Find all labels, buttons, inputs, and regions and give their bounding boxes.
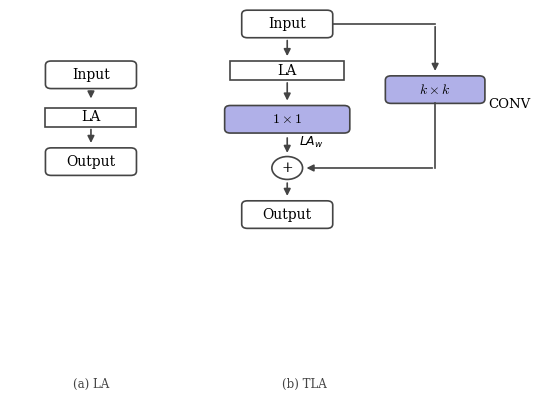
Text: Output: Output	[263, 208, 312, 222]
FancyBboxPatch shape	[242, 201, 333, 228]
Text: $LA_w$: $LA_w$	[299, 135, 323, 150]
Text: +: +	[281, 161, 293, 175]
FancyBboxPatch shape	[45, 148, 136, 175]
FancyBboxPatch shape	[224, 106, 350, 133]
Text: LA: LA	[81, 110, 100, 124]
Text: Output: Output	[67, 155, 116, 169]
Text: Input: Input	[268, 17, 306, 31]
Text: $1 \times 1$: $1 \times 1$	[272, 112, 302, 126]
Text: $k \times k$: $k \times k$	[419, 83, 451, 97]
FancyBboxPatch shape	[242, 10, 333, 38]
Bar	[230, 61, 344, 80]
Bar	[45, 108, 136, 127]
Circle shape	[272, 157, 302, 180]
Text: CONV: CONV	[488, 98, 530, 111]
FancyBboxPatch shape	[385, 76, 485, 103]
Text: (a) LA: (a) LA	[73, 377, 109, 390]
Text: LA: LA	[277, 64, 297, 78]
Text: (b) TLA: (b) TLA	[282, 377, 327, 390]
FancyBboxPatch shape	[45, 61, 136, 89]
Text: Input: Input	[72, 68, 110, 82]
